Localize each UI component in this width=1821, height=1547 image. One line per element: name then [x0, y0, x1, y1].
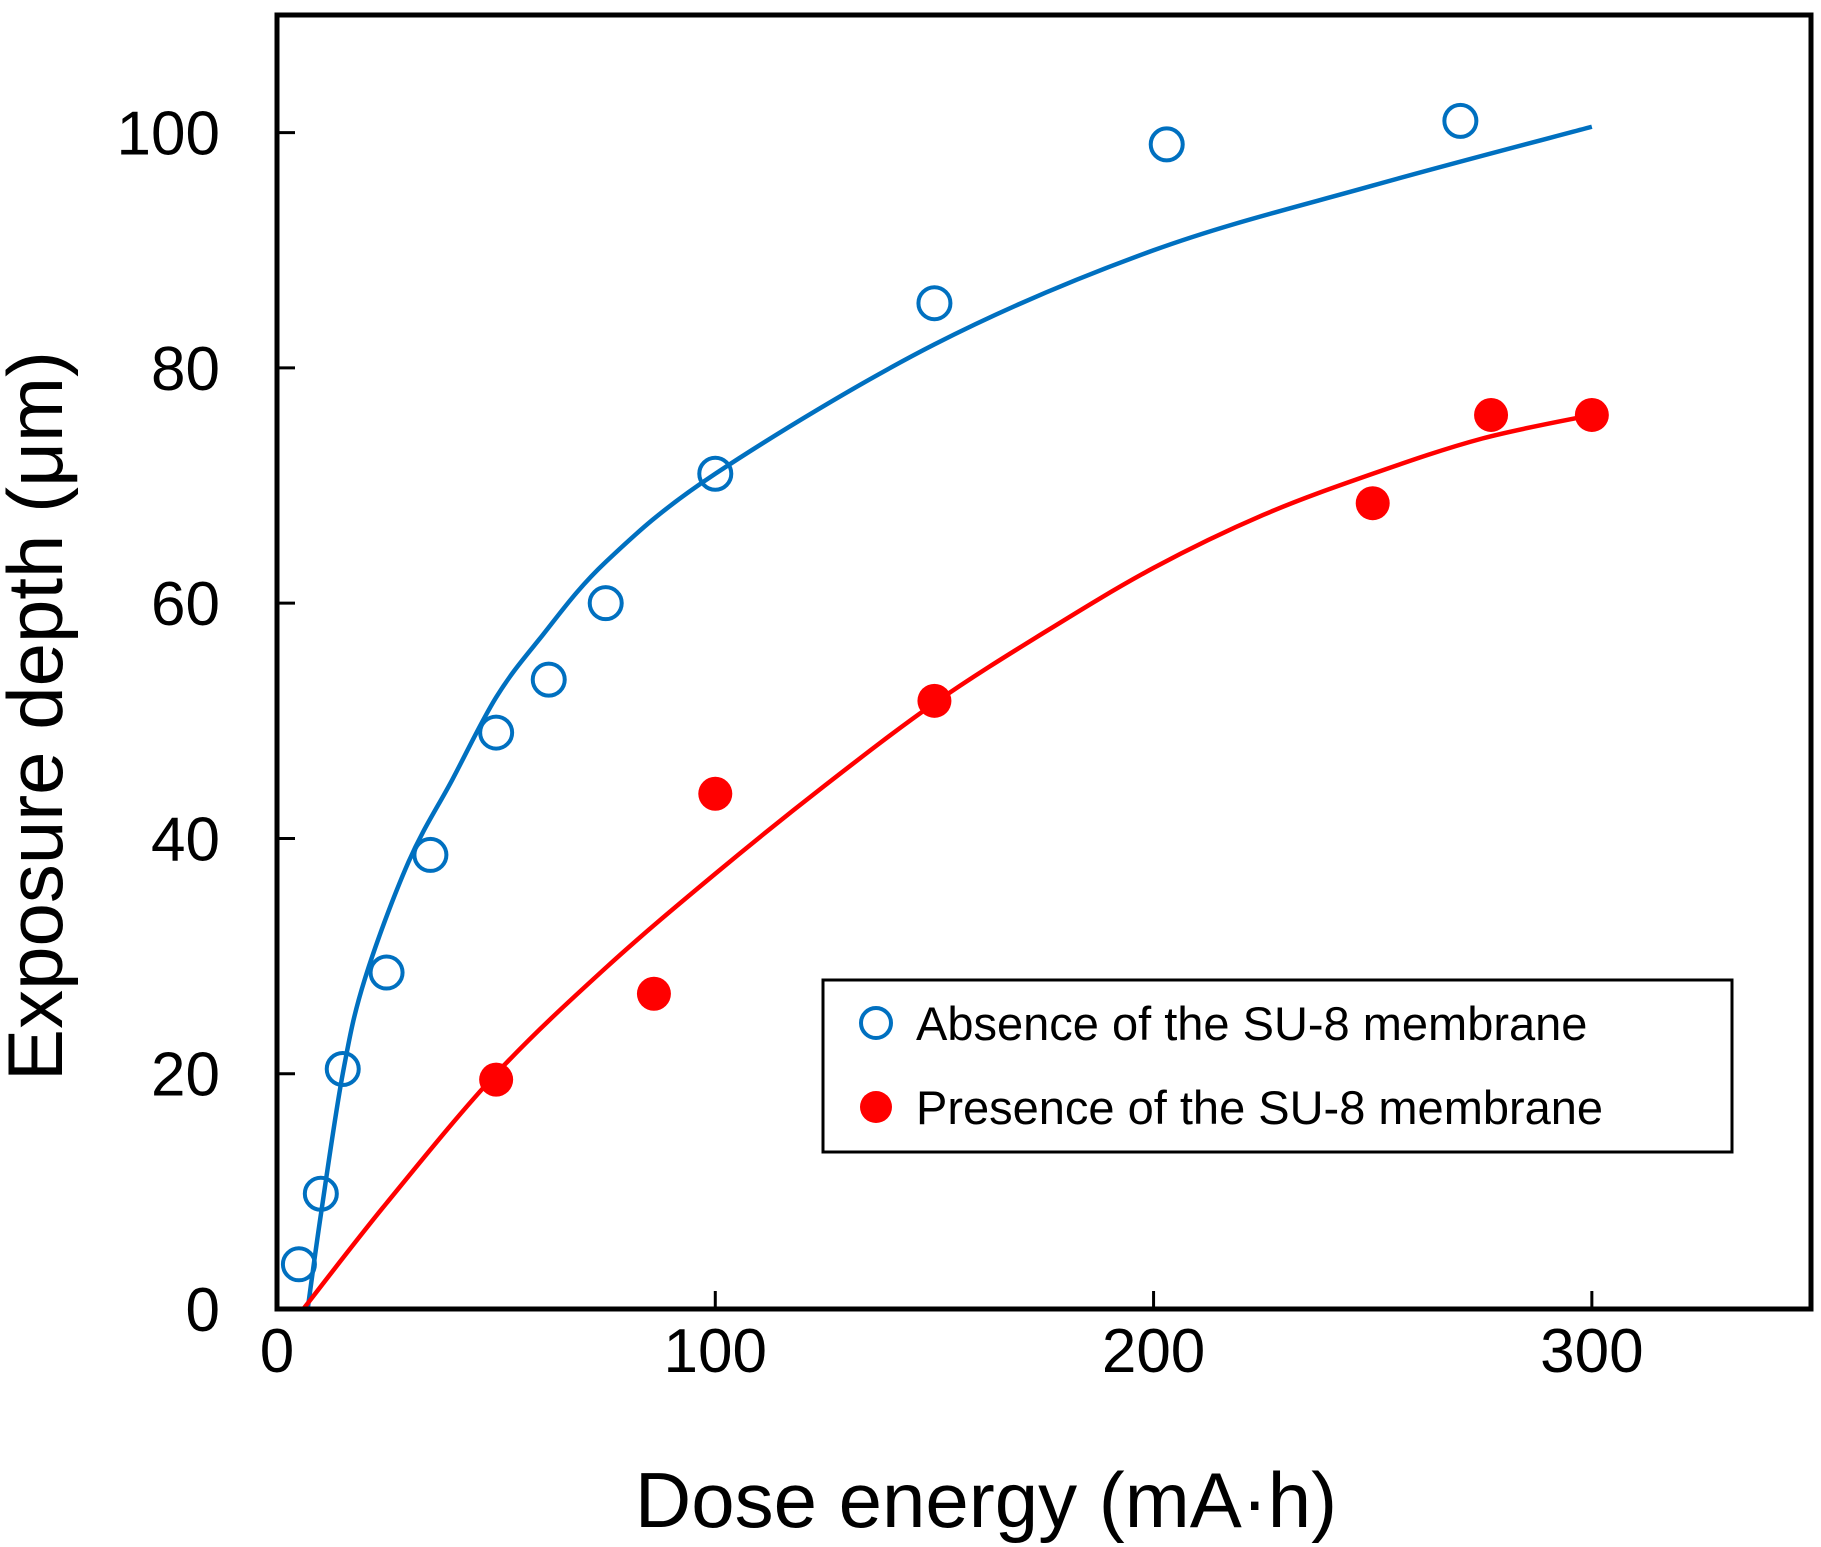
legend-marker-absence [859, 1006, 893, 1040]
data-point-presence-3 [917, 683, 952, 718]
data-point-absence-11 [1442, 102, 1479, 139]
data-point-absence-1 [302, 1175, 339, 1212]
y-tick-label-1: 20 [151, 1041, 220, 1110]
data-point-absence-4 [412, 836, 449, 873]
data-point-absence-8 [697, 455, 734, 492]
x-tick-label-1: 100 [664, 1317, 767, 1386]
data-point-absence-0 [280, 1246, 317, 1283]
data-point-presence-0 [479, 1062, 514, 1097]
axis-ticks: 0 100 200 300 0 20 40 60 80 100 [117, 100, 1644, 1386]
data-point-presence-4 [1355, 486, 1390, 521]
data-point-absence-3 [368, 954, 405, 991]
legend-box [821, 978, 1734, 1154]
data-point-absence-7 [587, 585, 624, 622]
y-tick-label-5: 100 [117, 100, 220, 169]
data-point-absence-6 [530, 661, 567, 698]
plot-frame [274, 12, 1814, 1312]
y-tick-label-0: 0 [186, 1276, 220, 1345]
y-tick-label-2: 40 [151, 805, 220, 874]
y-tick-label-4: 80 [151, 335, 220, 404]
data-point-presence-5 [1474, 397, 1509, 432]
data-point-presence-2 [698, 776, 733, 811]
data-point-absence-10 [1148, 126, 1185, 163]
legend-marker-presence [860, 1091, 892, 1123]
legend-label-presence: Presence of the SU-8 membrane [916, 1081, 1603, 1134]
x-axis-title: Dose energy (mA·h) [635, 1456, 1337, 1544]
plot-area [280, 102, 1609, 1311]
x-tick-label-3: 300 [1540, 1317, 1643, 1386]
y-tick-label-3: 60 [151, 570, 220, 639]
x-tick-label-0: 0 [260, 1317, 294, 1386]
x-tick-label-2: 200 [1102, 1317, 1205, 1386]
data-point-presence-6 [1574, 397, 1609, 432]
data-point-absence-5 [478, 714, 515, 751]
fit-curve-absence [305, 124, 1593, 1310]
legend-label-absence: Absence of the SU-8 membrane [916, 997, 1587, 1050]
data-point-presence-1 [636, 976, 671, 1011]
y-axis-title: Exposure depth (μm) [0, 351, 79, 1081]
data-point-absence-9 [916, 285, 953, 322]
data-point-absence-2 [324, 1051, 361, 1088]
legend: Absence of the SU-8 membrane Presence of… [821, 978, 1734, 1154]
